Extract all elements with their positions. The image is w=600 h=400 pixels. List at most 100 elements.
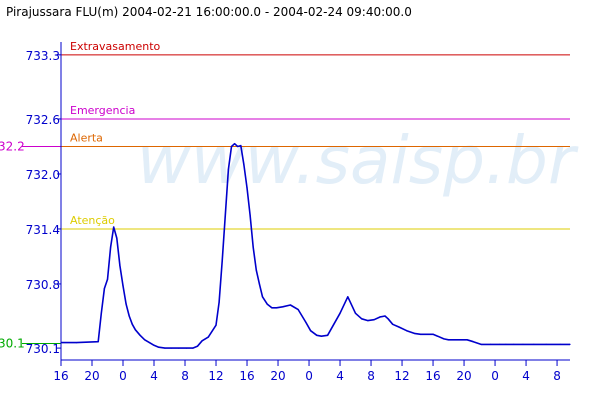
data-point-0-17 (148, 342, 150, 344)
data-point-0-50 (305, 321, 307, 323)
data-point-0-72 (437, 335, 439, 337)
x-tick-label-13: 20 (456, 369, 471, 383)
data-point-0-20 (164, 347, 166, 349)
marker-label-1: 30.1 (0, 337, 25, 351)
y-tick-label-1: 730.8 (26, 278, 60, 292)
data-point-0-15 (139, 334, 141, 336)
data-point-0-13 (131, 323, 133, 325)
data-point-0-82 (505, 343, 507, 345)
x-tick-label-11: 12 (394, 369, 409, 383)
x-tick-label-14: 0 (491, 369, 499, 383)
data-point-0-25 (196, 345, 198, 347)
data-point-0-61 (373, 319, 375, 321)
data-point-0-34 (234, 143, 236, 145)
axes: 730.1 730.8 731.4 732.0 732.6 733.3 16 20 0 4 8 12 1… (26, 42, 570, 383)
data-point-0-63 (384, 315, 386, 317)
data-point-0-14 (134, 329, 136, 331)
data-point-0-42 (258, 283, 260, 285)
data-point-0-68 (413, 332, 415, 334)
data-point-0-23 (186, 347, 188, 349)
data-point-0-46 (275, 307, 278, 309)
data-point-0-11 (125, 303, 127, 305)
data-point-0-74 (447, 339, 450, 341)
data-point-0-28 (215, 324, 217, 326)
data-point-0-38 (246, 187, 248, 189)
data-point-0-30 (221, 260, 223, 262)
marker-label-0: 32.2 (0, 139, 25, 153)
side-markers: 32.2 30.1 (0, 139, 61, 351)
data-point-0-5 (106, 278, 109, 280)
y-tick-label-0: 730.1 (26, 342, 60, 356)
x-tick-label-5: 12 (208, 369, 223, 383)
data-point-0-73 (443, 338, 445, 340)
x-tick-label-15: 4 (522, 369, 530, 383)
watermark: www.saisp.br (137, 122, 579, 199)
data-point-0-3 (100, 312, 102, 314)
y-tick-label-4: 732.6 (26, 113, 60, 127)
data-point-0-22 (178, 347, 180, 349)
data-point-0-79 (480, 343, 482, 345)
chart-title: Pirajussara FLU(m) 2004-02-21 16:00:00.0… (6, 5, 412, 19)
data-point-0-36 (240, 145, 242, 147)
x-tick-label-6: 16 (239, 369, 254, 383)
data-point-0-49 (297, 309, 299, 311)
data-point-0-41 (255, 269, 257, 271)
data-point-0-39 (249, 214, 251, 216)
data-point-0-78 (472, 341, 474, 343)
data-point-0-80 (489, 343, 491, 345)
data-point-0-45 (271, 307, 273, 309)
data-point-0-87 (559, 343, 561, 345)
data-point-0-19 (158, 346, 160, 348)
threshold-label-3: Atenção (70, 214, 115, 227)
data-point-0-58 (354, 312, 357, 314)
data-point-0-24 (192, 347, 194, 349)
x-tick-label-0: 16 (53, 369, 68, 383)
data-point-0-75 (454, 339, 456, 341)
x-tick-label-9: 4 (336, 369, 344, 383)
data-point-0-37 (243, 164, 245, 166)
data-point-0-67 (406, 330, 408, 332)
data-point-0-12 (128, 315, 130, 317)
data-point-0-21 (170, 347, 172, 349)
data-point-0-66 (398, 326, 400, 328)
x-tick-label-1: 20 (84, 369, 99, 383)
data-point-0-64 (387, 318, 389, 320)
data-point-0-0 (60, 342, 62, 344)
data-point-0-47 (282, 306, 284, 308)
x-tick-label-10: 8 (367, 369, 375, 383)
data-point-0-10 (122, 285, 124, 287)
data-point-0-81 (499, 343, 501, 345)
data-point-0-35 (237, 145, 239, 148)
series-layer (60, 142, 571, 349)
y-tick-label-2: 731.4 (26, 223, 60, 237)
data-point-0-76 (460, 339, 462, 341)
data-point-0-62 (379, 316, 381, 318)
data-point-0-18 (153, 344, 155, 346)
threshold-label-1: Emergencia (70, 104, 135, 117)
x-tick-label-8: 0 (305, 369, 313, 383)
data-point-0-85 (533, 343, 535, 345)
data-point-0-52 (316, 334, 318, 336)
data-point-0-8 (116, 237, 118, 239)
x-tick-label-3: 4 (150, 369, 158, 383)
data-point-0-6 (110, 246, 112, 248)
x-tick-label-7: 20 (270, 369, 285, 383)
x-tick-label-16: 8 (553, 369, 561, 383)
data-point-0-33 (230, 145, 233, 148)
data-point-0-51 (310, 330, 312, 332)
data-point-0-56 (339, 312, 341, 314)
data-point-0-48 (289, 304, 291, 306)
data-point-0-86 (545, 343, 547, 345)
data-point-0-83 (513, 343, 515, 345)
data-point-0-9 (119, 265, 121, 267)
data-point-0-54 (327, 334, 329, 336)
data-point-0-27 (207, 336, 209, 338)
data-point-0-32 (227, 168, 229, 170)
x-tick-label-2: 0 (119, 369, 127, 383)
data-point-0-70 (426, 333, 428, 335)
data-point-0-7 (113, 226, 115, 228)
threshold-label-2: Alerta (70, 131, 103, 144)
data-point-0-59 (361, 318, 363, 320)
x-tick-label-12: 16 (425, 369, 440, 383)
y-tick-label-3: 732.0 (26, 168, 60, 182)
